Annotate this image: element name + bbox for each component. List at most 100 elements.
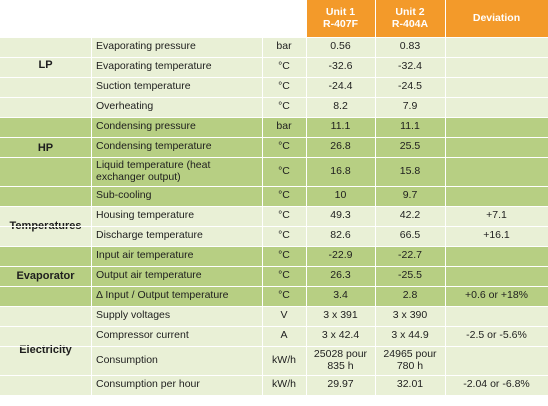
unit1-value: 11.1: [306, 117, 375, 137]
deviation-value: [445, 37, 548, 57]
deviation-value: [445, 346, 548, 375]
unit1-value: 0.56: [306, 37, 375, 57]
unit2-value: -22.7: [375, 246, 445, 266]
unit1-value: 29.97: [306, 375, 375, 395]
row-divider: [0, 97, 548, 98]
unit-label: bar: [262, 117, 306, 137]
column-divider: [445, 0, 446, 406]
row-divider: [0, 57, 548, 58]
category-label: Electricity: [0, 306, 91, 395]
param-label: Liquid temperature (heat exchanger outpu…: [91, 157, 262, 186]
unit1-value: 8.2: [306, 97, 375, 117]
unit1-value: 82.6: [306, 226, 375, 246]
param-label: Input air temperature: [91, 246, 262, 266]
column-divider: [306, 0, 307, 406]
unit1-value: 16.8: [306, 157, 375, 186]
unit2-value: 2.8: [375, 286, 445, 306]
deviation-value: [445, 306, 548, 326]
unit2-value: 66.5: [375, 226, 445, 246]
unit-label: A: [262, 326, 306, 346]
deviation-value: [445, 117, 548, 137]
unit2-value: 3 x 44.9: [375, 326, 445, 346]
deviation-value: [445, 246, 548, 266]
param-label: Evaporating temperature: [91, 57, 262, 77]
unit1-value: -22.9: [306, 246, 375, 266]
unit2-value: -24.5: [375, 77, 445, 97]
row-divider: [0, 137, 548, 138]
param-label: Discharge temperature: [91, 226, 262, 246]
param-label: Condensing pressure: [91, 117, 262, 137]
row-divider: [0, 77, 548, 78]
param-label: Evaporating pressure: [91, 37, 262, 57]
row-divider: [0, 246, 548, 247]
unit2-value: 15.8: [375, 157, 445, 186]
unit-label: bar: [262, 37, 306, 57]
unit-label: °C: [262, 286, 306, 306]
deviation-value: +7.1: [445, 206, 548, 226]
unit1-value: 3.4: [306, 286, 375, 306]
param-label: Supply voltages: [91, 306, 262, 326]
unit-label: °C: [262, 266, 306, 286]
unit-label: °C: [262, 246, 306, 266]
unit2-value: 0.83: [375, 37, 445, 57]
unit1-value: 26.3: [306, 266, 375, 286]
param-label: Suction temperature: [91, 77, 262, 97]
deviation-value: [445, 97, 548, 117]
unit2-value: 9.7: [375, 186, 445, 206]
param-label: Consumption: [91, 346, 262, 375]
param-label: Condensing temperature: [91, 137, 262, 157]
param-label: Housing temperature: [91, 206, 262, 226]
unit2-value: 42.2: [375, 206, 445, 226]
unit-label: °C: [262, 157, 306, 186]
unit1-value: 10: [306, 186, 375, 206]
unit-label: °C: [262, 206, 306, 226]
deviation-value: [445, 57, 548, 77]
unit2-value: 32.01: [375, 375, 445, 395]
unit1-value: 3 x 42.4: [306, 326, 375, 346]
row-divider: [0, 266, 548, 267]
unit1-value: 49.3: [306, 206, 375, 226]
deviation-value: +16.1: [445, 226, 548, 246]
param-label: Sub-cooling: [91, 186, 262, 206]
deviation-value: -2.04 or -6.8%: [445, 375, 548, 395]
column-divider: [91, 0, 92, 406]
param-label: Output air temperature: [91, 266, 262, 286]
unit1-value: 25028 pour 835 h: [306, 346, 375, 375]
unit2-value: -25.5: [375, 266, 445, 286]
deviation-value: +0.6 or +18%: [445, 286, 548, 306]
unit-label: °C: [262, 57, 306, 77]
unit-label: °C: [262, 97, 306, 117]
deviation-value: [445, 186, 548, 206]
header-deviation: Deviation: [445, 0, 548, 37]
unit-label: kW/h: [262, 346, 306, 375]
param-label: Compressor current: [91, 326, 262, 346]
header-unit1: Unit 1 R-407F: [306, 0, 375, 37]
unit2-value: 3 x 390: [375, 306, 445, 326]
column-divider: [262, 0, 263, 406]
unit1-value: -32.6: [306, 57, 375, 77]
row-divider: [0, 375, 548, 376]
unit-label: °C: [262, 186, 306, 206]
deviation-value: [445, 137, 548, 157]
row-divider: [0, 395, 548, 396]
deviation-value: [445, 77, 548, 97]
row-divider: [0, 157, 548, 158]
row-divider: [0, 186, 548, 187]
param-label: Δ Input / Output temperature: [91, 286, 262, 306]
unit1-value: 3 x 391: [306, 306, 375, 326]
deviation-value: [445, 157, 548, 186]
row-divider: [0, 37, 548, 38]
unit-label: °C: [262, 226, 306, 246]
unit-label: °C: [262, 77, 306, 97]
unit-label: V: [262, 306, 306, 326]
deviation-value: -2.5 or -5.6%: [445, 326, 548, 346]
unit2-value: 7.9: [375, 97, 445, 117]
param-label: Consumption per hour: [91, 375, 262, 395]
unit-label: kW/h: [262, 375, 306, 395]
row-divider: [0, 226, 548, 227]
unit2-value: -32.4: [375, 57, 445, 77]
header-unit2: Unit 2 R-404A: [375, 0, 445, 37]
unit1-value: -24.4: [306, 77, 375, 97]
unit2-value: 11.1: [375, 117, 445, 137]
